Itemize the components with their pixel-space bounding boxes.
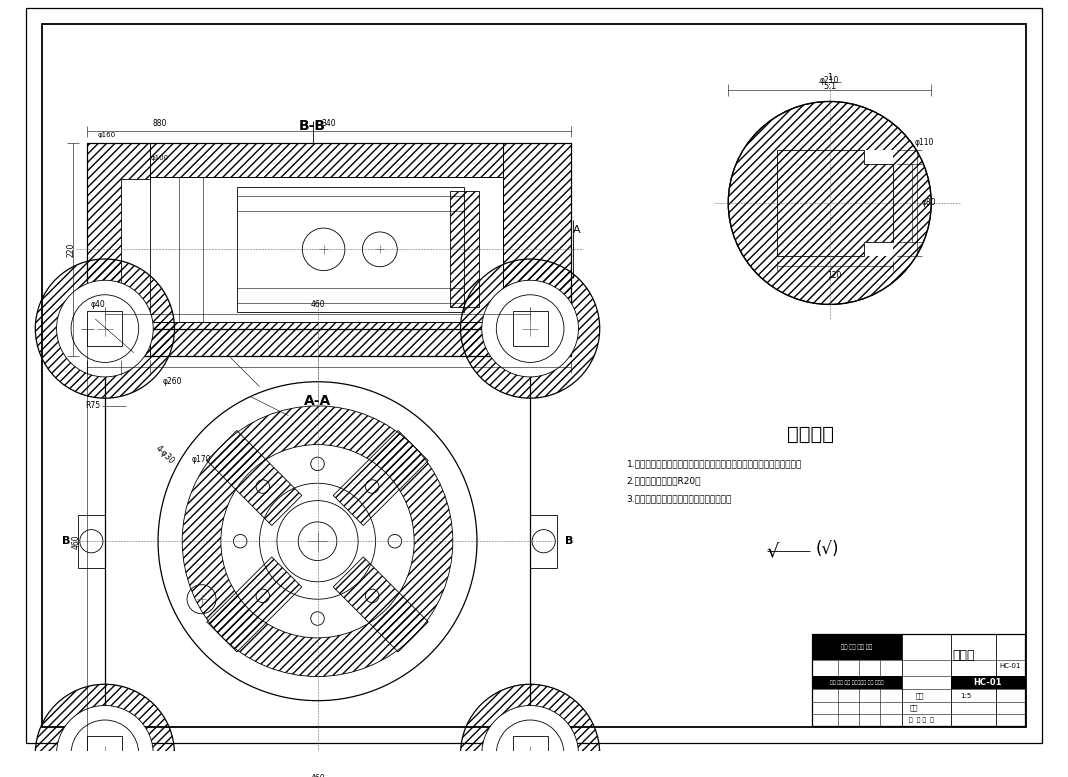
Text: HC-01: HC-01 [1000, 663, 1021, 669]
Text: 制图 审核 工艺 批准: 制图 审核 工艺 批准 [842, 644, 873, 650]
Bar [503, 143, 570, 356]
Text: φ260: φ260 [163, 378, 183, 386]
Text: A: A [572, 225, 580, 235]
Text: 460: 460 [72, 534, 80, 549]
Circle shape [482, 706, 579, 777]
Text: 460: 460 [310, 300, 325, 309]
Text: 1.表面上不允许有冷隔、裂纹、缩孔和穿通性缺陷及严重的残缺类缺陷。: 1.表面上不允许有冷隔、裂纹、缩孔和穿通性缺陷及严重的残缺类缺陷。 [627, 459, 802, 468]
Bar [813, 676, 901, 689]
Text: 340: 340 [321, 119, 336, 128]
Text: 4-φ30: 4-φ30 [153, 443, 175, 465]
Bar [813, 634, 1025, 726]
Text: 5:1: 5:1 [823, 82, 836, 92]
Text: R75: R75 [85, 402, 100, 410]
Bar [513, 737, 548, 772]
Text: HC-01: HC-01 [974, 678, 1002, 687]
Bar [530, 515, 557, 568]
Text: B-B: B-B [299, 119, 326, 133]
Bar [105, 329, 530, 754]
Circle shape [221, 444, 414, 638]
Text: φ170: φ170 [192, 455, 211, 464]
Bar [88, 737, 123, 772]
Text: φ100: φ100 [151, 155, 169, 161]
Text: 1: 1 [827, 73, 832, 82]
Text: φ80: φ80 [922, 198, 937, 207]
Bar [237, 186, 465, 312]
Circle shape [57, 706, 153, 777]
Bar [151, 322, 503, 356]
Text: 220: 220 [66, 242, 76, 256]
Text: φ160: φ160 [98, 132, 116, 138]
Text: (√): (√) [815, 540, 838, 558]
Text: 共  张 第  张: 共 张 第 张 [909, 717, 934, 723]
Bar [88, 143, 570, 356]
Text: B: B [565, 536, 572, 546]
Text: 460: 460 [310, 773, 325, 777]
Text: 2.工件未标注圆角半R20。: 2.工件未标注圆角半R20。 [627, 476, 702, 486]
Text: 上横梁: 上横梁 [952, 649, 975, 661]
Bar [513, 312, 548, 346]
Bar [151, 177, 503, 322]
Text: √: √ [767, 542, 780, 560]
Text: 比例: 比例 [916, 692, 925, 699]
Bar [151, 143, 503, 177]
Circle shape [482, 280, 579, 377]
Text: A-A: A-A [304, 394, 331, 408]
Text: 880: 880 [153, 119, 168, 128]
Polygon shape [776, 150, 893, 256]
Text: 标记 处数 分区 更改文件号 签名 年月日: 标记 处数 分区 更改文件号 签名 年月日 [830, 680, 883, 685]
Text: 材料: 材料 [909, 705, 917, 711]
Bar [450, 191, 478, 308]
Text: φ110: φ110 [915, 138, 934, 147]
Text: B: B [62, 536, 70, 546]
Bar [996, 634, 1025, 726]
Text: 1:5: 1:5 [960, 692, 972, 699]
Bar [776, 150, 893, 256]
Text: φ40: φ40 [91, 300, 105, 309]
Text: 120: 120 [828, 271, 842, 280]
Bar [951, 676, 1025, 689]
Bar [78, 515, 105, 568]
Bar [813, 634, 901, 660]
Bar [88, 312, 123, 346]
Text: 3.工件上的型砂、芯砂和芯骨应清除干净。: 3.工件上的型砂、芯砂和芯骨应清除干净。 [627, 494, 733, 503]
Text: 技术要求: 技术要求 [787, 425, 834, 444]
Circle shape [57, 280, 153, 377]
Text: φ210: φ210 [820, 75, 839, 85]
